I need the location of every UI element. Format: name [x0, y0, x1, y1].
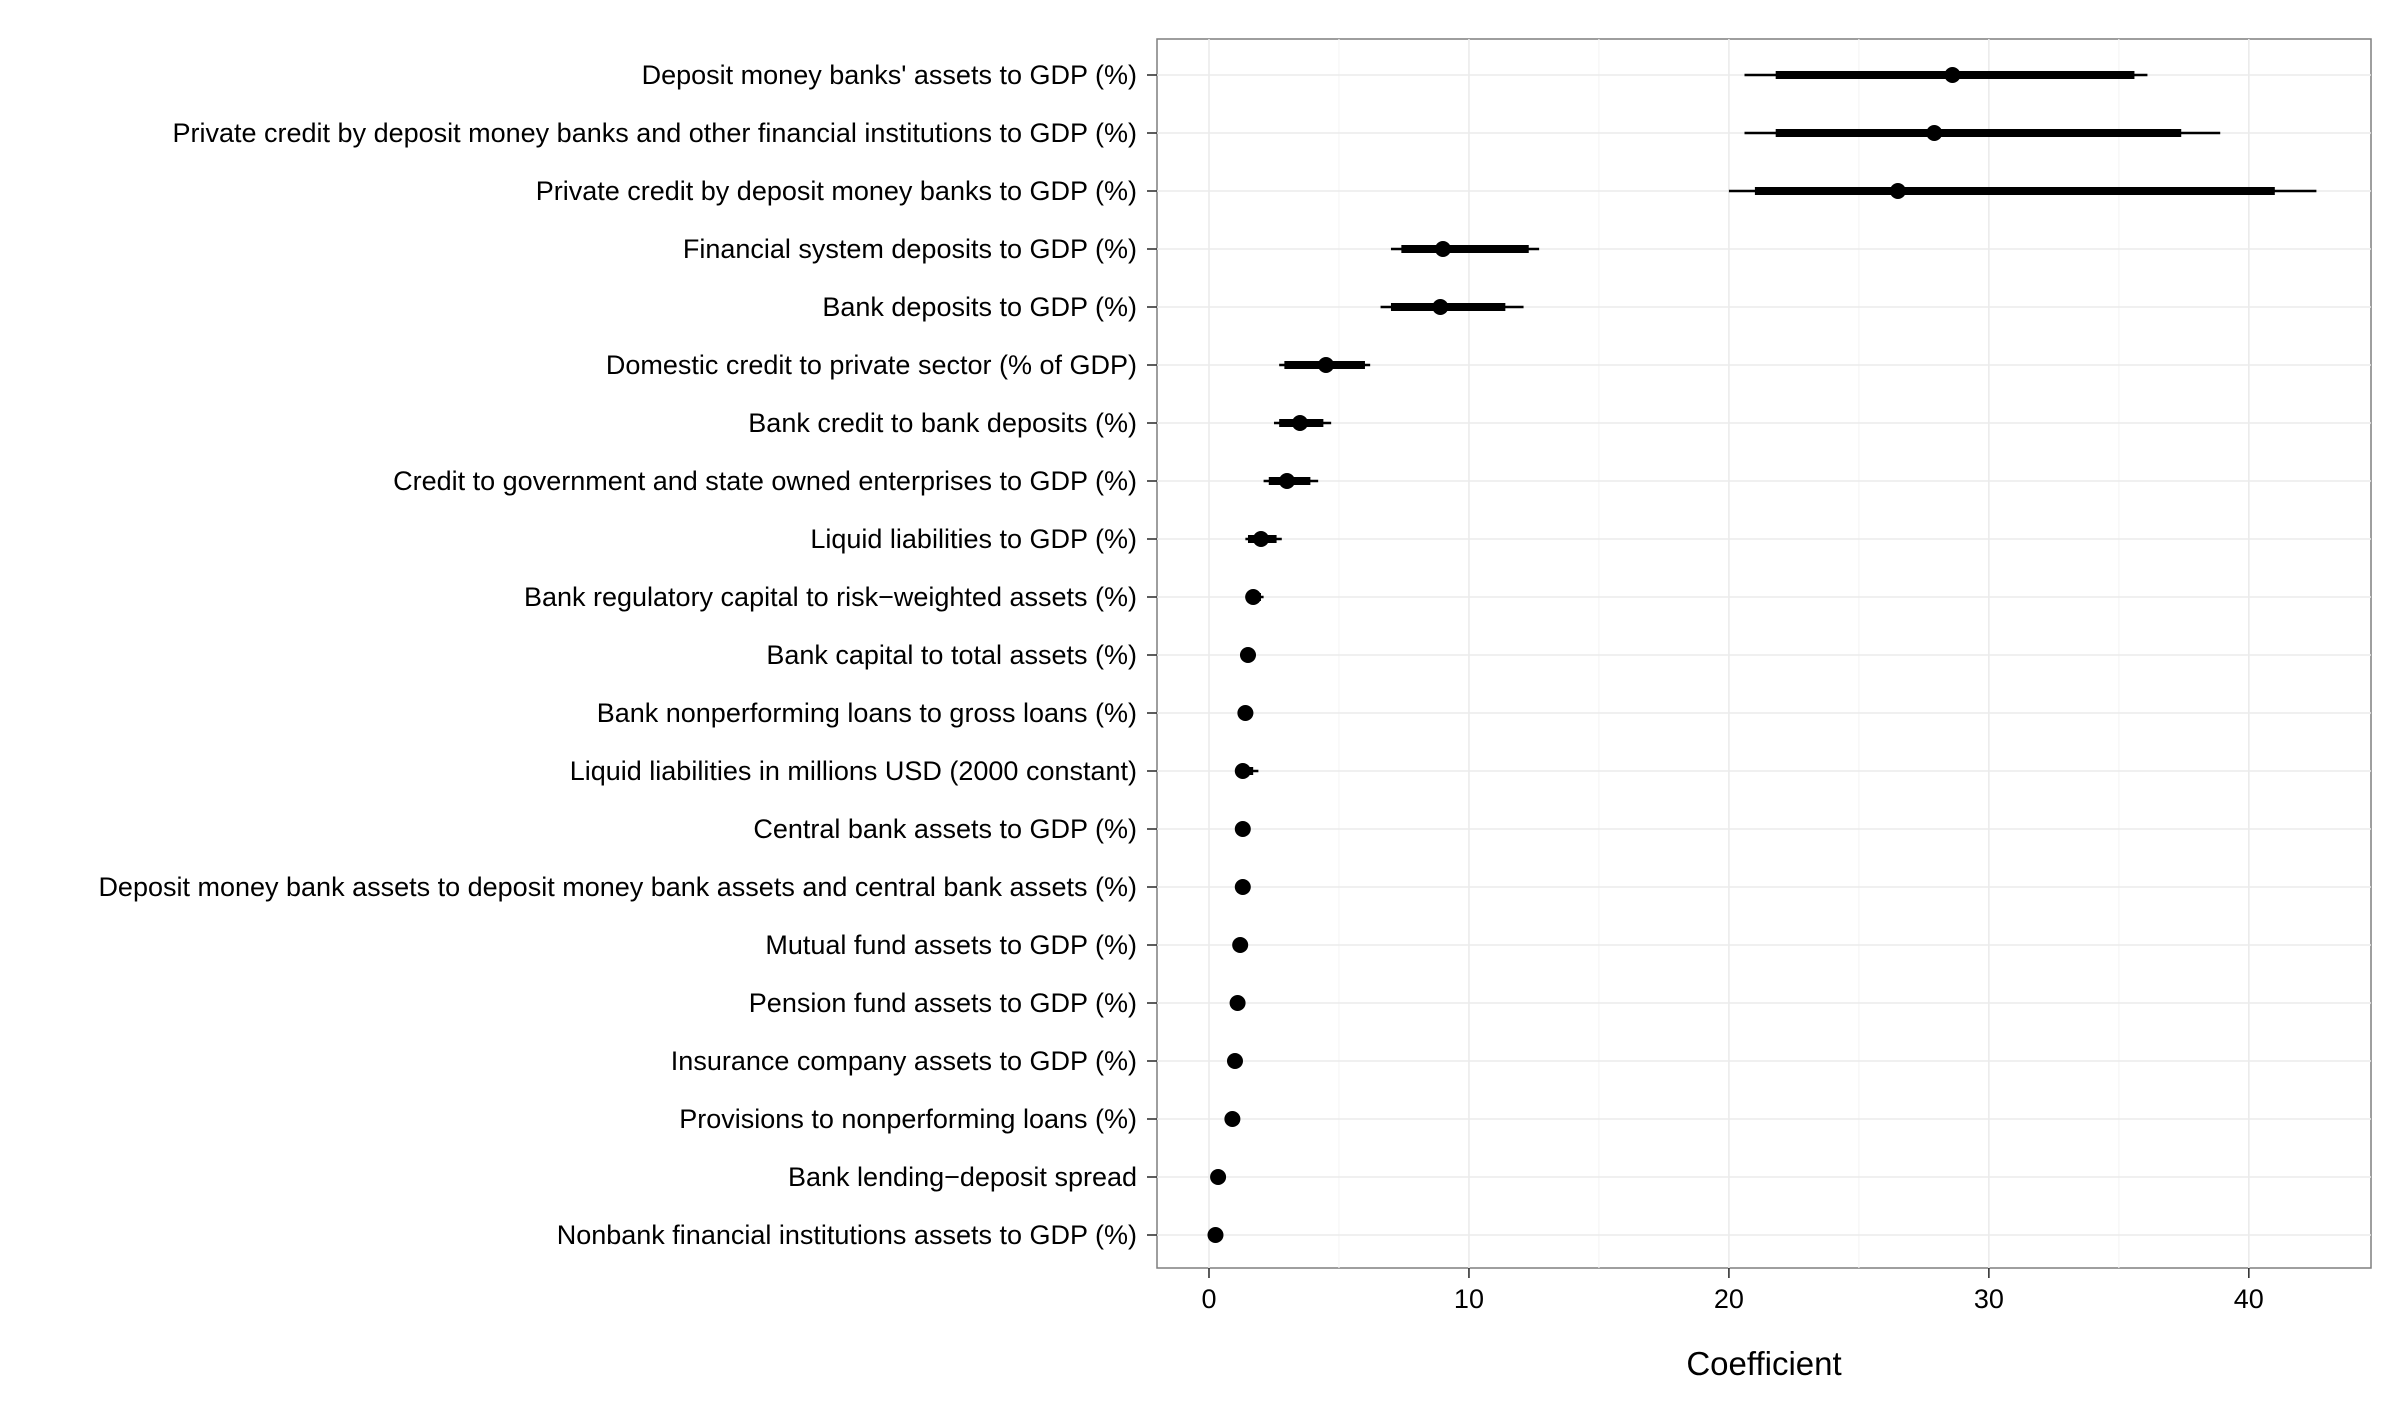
x-tick-label: 40: [2234, 1284, 2264, 1314]
y-tick-label: Financial system deposits to GDP (%): [683, 234, 1137, 264]
y-tick-label: Private credit by deposit money banks an…: [173, 118, 1138, 148]
estimate-point: [1224, 1111, 1241, 1127]
estimate-point: [1239, 647, 1256, 663]
estimate-point: [1317, 357, 1334, 373]
y-tick-label: Liquid liabilities in millions USD (2000…: [570, 756, 1137, 786]
estimate-point: [1210, 1169, 1227, 1185]
y-tick-label: Bank credit to bank deposits (%): [748, 408, 1137, 438]
x-tick-label: 10: [1454, 1284, 1484, 1314]
y-tick-label: Pension fund assets to GDP (%): [749, 988, 1137, 1018]
y-tick-label: Credit to government and state owned ent…: [393, 466, 1137, 496]
y-tick-label: Deposit money bank assets to deposit mon…: [98, 872, 1137, 902]
y-tick-label: Insurance company assets to GDP (%): [671, 1046, 1137, 1076]
plot-panel: [1156, 38, 2372, 1269]
y-tick-label: Mutual fund assets to GDP (%): [765, 930, 1137, 960]
y-tick-label: Bank lending−deposit spread: [788, 1162, 1137, 1192]
mark-layer: [1207, 67, 2317, 1243]
estimate-point: [1237, 705, 1254, 721]
x-tick-label: 0: [1201, 1284, 1216, 1314]
y-tick-label: Nonbank financial institutions assets to…: [557, 1220, 1137, 1250]
estimate-point: [1234, 763, 1251, 779]
estimate-point: [1889, 183, 1906, 199]
estimate-point: [1229, 995, 1246, 1011]
estimate-point: [1232, 937, 1249, 953]
y-tick-label: Domestic credit to private sector (% of …: [606, 350, 1137, 380]
estimate-point: [1245, 589, 1262, 605]
y-tick-label: Bank nonperforming loans to gross loans …: [597, 698, 1137, 728]
estimate-point: [1944, 67, 1961, 83]
estimate-point: [1252, 531, 1269, 547]
y-tick-label: Liquid liabilities to GDP (%): [810, 524, 1137, 554]
x-tick-label: 20: [1714, 1284, 1744, 1314]
estimate-point: [1432, 299, 1449, 315]
estimate-point: [1226, 1053, 1243, 1069]
estimate-point: [1234, 821, 1251, 837]
y-tick-label: Deposit money banks' assets to GDP (%): [642, 60, 1137, 90]
estimate-point: [1207, 1227, 1224, 1243]
estimate-point: [1291, 415, 1308, 431]
estimate-point: [1278, 473, 1295, 489]
y-tick-label: Bank deposits to GDP (%): [822, 292, 1137, 322]
y-tick-label: Provisions to nonperforming loans (%): [679, 1104, 1137, 1134]
estimate-point: [1234, 879, 1251, 895]
estimate-point: [1434, 241, 1451, 257]
y-tick-label: Private credit by deposit money banks to…: [536, 176, 1137, 206]
x-axis-title: Coefficient: [1686, 1345, 1841, 1382]
axis-layer: Deposit money banks' assets to GDP (%) Pr…: [98, 60, 2263, 1314]
x-tick-label: 30: [1974, 1284, 2004, 1314]
estimate-point: [1926, 125, 1943, 141]
y-tick-label: Bank regulatory capital to risk−weighted…: [524, 582, 1137, 612]
y-tick-label: Bank capital to total assets (%): [766, 640, 1137, 670]
y-tick-label: Central bank assets to GDP (%): [753, 814, 1137, 844]
